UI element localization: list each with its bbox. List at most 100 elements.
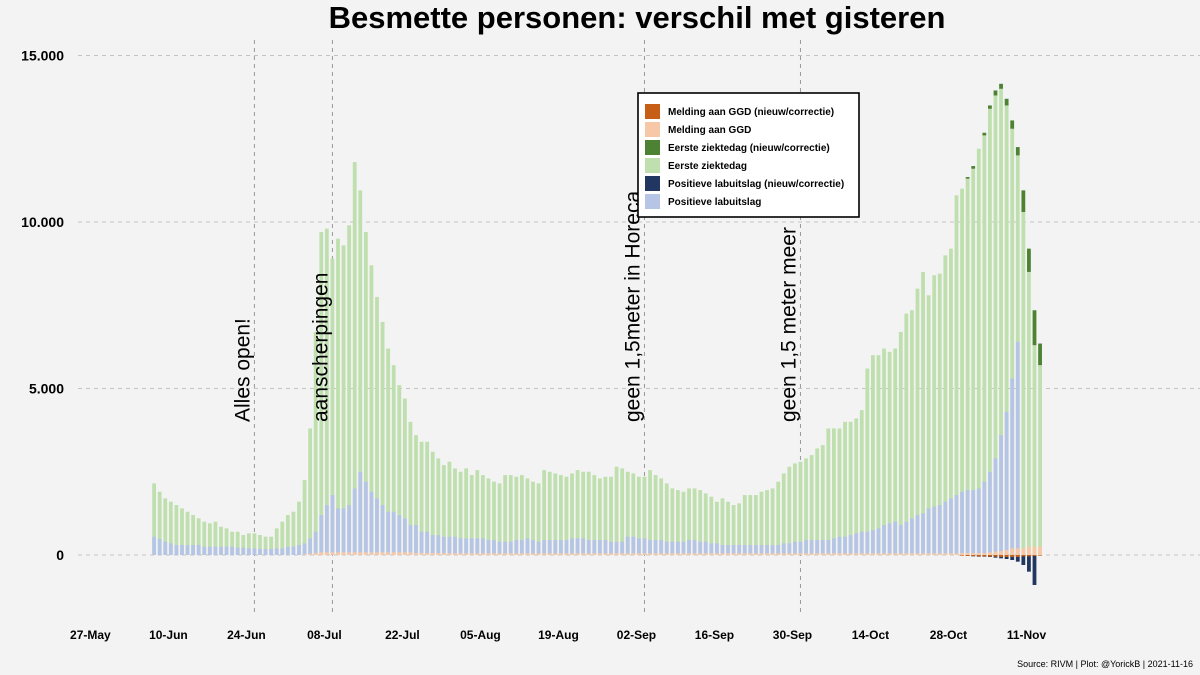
- bar-ggd: [497, 553, 502, 555]
- bar-ez: [252, 533, 257, 555]
- bar-lab: [609, 541, 613, 555]
- bar-ggd: [798, 553, 803, 555]
- legend-swatch: [645, 194, 660, 209]
- bar-ggd: [425, 553, 430, 555]
- bar-lab: [815, 540, 820, 555]
- bar-ggd: [898, 553, 903, 555]
- bar-lab: [865, 531, 870, 555]
- bar-ez: [748, 495, 753, 555]
- bar-ez: [235, 531, 240, 555]
- bar-lab: [988, 471, 992, 555]
- x-tick-label: 08-Jul: [307, 628, 342, 642]
- bar-ggd: [558, 553, 563, 555]
- bar-lab: [776, 545, 781, 555]
- bar-ggd: [709, 553, 714, 555]
- bar-ggd: [932, 553, 937, 555]
- bar-ez: [698, 490, 703, 555]
- bar-ggd: [726, 553, 730, 555]
- bar-ggd: [815, 553, 820, 555]
- bar-lab: [258, 549, 262, 555]
- annotations: Alles open! aanscherpingen geen 1,5meter i…: [231, 191, 800, 422]
- bar-ez: [770, 488, 775, 555]
- bar-ggd: [937, 553, 942, 555]
- bar-ggd: [703, 553, 708, 555]
- bar-ggd: [882, 553, 886, 555]
- bar-lab: [592, 540, 597, 555]
- bar-ggd: [976, 553, 981, 555]
- bar-ez: [854, 418, 859, 555]
- bar-ggd: [720, 553, 725, 555]
- bar-ggd_new: [965, 555, 970, 556]
- bar-ggd: [681, 553, 686, 555]
- bar-ggd: [363, 552, 368, 555]
- bar-ez: [926, 295, 931, 555]
- bar-ez: [196, 518, 201, 555]
- bar-ez: [380, 321, 385, 555]
- bar-lab: [497, 541, 502, 555]
- bar-lab: [714, 543, 719, 555]
- legend-label: Eerste ziektedag: [668, 161, 747, 172]
- bar-ez: [1004, 105, 1009, 555]
- bar-ggd: [765, 553, 769, 555]
- bar-ggd: [1027, 546, 1031, 555]
- bar-ez: [597, 478, 602, 555]
- bar-ggd: [441, 553, 446, 555]
- bar-lab: [558, 540, 563, 555]
- bar-ez: [492, 481, 496, 555]
- bar-ggd: [659, 553, 664, 555]
- bar-ggd: [519, 553, 524, 555]
- bar-lab: [536, 541, 541, 555]
- annotation-label: Alles open!: [231, 318, 254, 422]
- x-tick-label: 27-May: [70, 628, 111, 642]
- y-tick-label: 10.000: [21, 214, 64, 230]
- bar-ez: [441, 465, 446, 555]
- bar-ez: [230, 531, 235, 555]
- bar-ez: [759, 491, 764, 555]
- bar-lab: [531, 540, 535, 555]
- bar-ez: [960, 188, 964, 555]
- bar-ggd: [843, 553, 847, 555]
- bar-ez: [999, 88, 1003, 556]
- bar-ez: [692, 488, 697, 555]
- y-axis: 15.000 10.000 5.000 0: [21, 48, 64, 564]
- bar-lab: [308, 538, 313, 555]
- bar-ez: [458, 471, 463, 555]
- bar-lab: [871, 530, 875, 555]
- bar-ez: [436, 458, 441, 555]
- bar-ez: [313, 331, 318, 555]
- bar-ez: [793, 463, 797, 555]
- bar-lab: [926, 508, 931, 555]
- bar-ez_new: [971, 166, 976, 169]
- bar-ez: [988, 108, 992, 555]
- bar-ez: [993, 95, 998, 556]
- bar-ez: [581, 471, 586, 555]
- bar-ggd: [887, 553, 892, 555]
- bar-ez: [570, 473, 574, 555]
- bar-ez: [297, 501, 301, 555]
- bar-lab: [726, 545, 730, 555]
- bar-lab: [547, 540, 552, 555]
- bar-ez_new: [1015, 147, 1020, 156]
- bar-ggd: [525, 553, 530, 555]
- bar-ggd: [664, 553, 669, 555]
- bar-ggd: [380, 552, 385, 555]
- bar-lab: [904, 521, 909, 555]
- bar-ez: [932, 275, 937, 555]
- bar-lab: [503, 541, 508, 555]
- bar-ez: [592, 475, 597, 555]
- bar-lab: [781, 543, 786, 555]
- bar-lab: [653, 540, 658, 555]
- x-tick-label: 11-Nov: [1007, 628, 1047, 642]
- bar-ez: [882, 348, 886, 555]
- bar-lab: [748, 545, 753, 555]
- legend-label: Melding aan GGD: [668, 125, 751, 136]
- bar-ggd: [458, 553, 463, 555]
- bar-ggd: [341, 552, 346, 555]
- x-tick-label: 10-Jun: [149, 628, 188, 642]
- bar-ggd: [369, 552, 374, 555]
- bar-ez: [876, 355, 881, 555]
- bar-ez: [291, 511, 296, 555]
- bar-lab: [859, 531, 864, 555]
- bar-lab: [525, 538, 530, 555]
- bar-ggd: [954, 553, 959, 555]
